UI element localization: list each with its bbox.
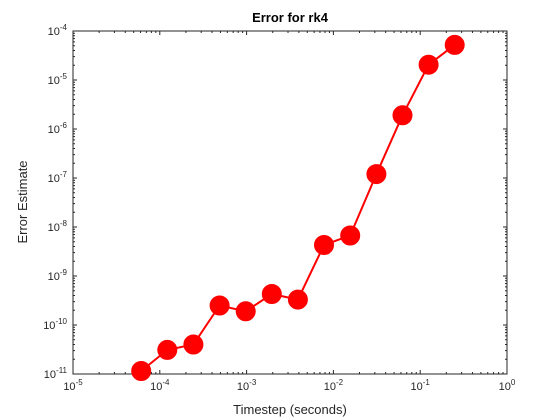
- y-tick-label: 10-10: [43, 317, 67, 332]
- data-point-marker: [444, 34, 465, 55]
- y-tick-label: 10-5: [48, 72, 68, 87]
- x-axis-label: Timestep (seconds): [233, 402, 347, 417]
- data-point-marker: [157, 339, 178, 360]
- x-tick-label: 10-5: [63, 378, 83, 393]
- axes-frame: [72, 30, 508, 375]
- data-point-marker: [392, 105, 413, 126]
- plot-area: [73, 31, 507, 374]
- data-point-marker: [131, 361, 152, 381]
- data-point-marker: [235, 301, 256, 322]
- x-tick-label: 10-4: [150, 378, 170, 393]
- y-tick-label: 10-6: [48, 121, 68, 136]
- x-tick-label: 100: [499, 378, 516, 393]
- data-point-marker: [418, 54, 439, 75]
- y-axis-ticks: 10-11 10-10 10-9 10-8 10-7 10-6 10-5 10-4: [43, 23, 507, 381]
- data-point-marker: [261, 284, 282, 304]
- y-tick-label: 10-8: [48, 219, 68, 234]
- data-point-marker: [209, 295, 230, 316]
- x-tick-label: 10-3: [237, 378, 257, 393]
- y-axis-label: Error Estimate: [15, 160, 30, 243]
- y-tick-label: 10-11: [44, 366, 68, 381]
- x-tick-label: 10-2: [324, 378, 344, 393]
- data-point-marker: [287, 289, 308, 310]
- x-tick-label: 10-1: [411, 378, 431, 393]
- data-point-marker: [314, 235, 334, 255]
- data-point-marker: [340, 225, 361, 246]
- axes-box: [72, 30, 508, 375]
- y-tick-label: 10-4: [48, 23, 68, 38]
- y-tick-label: 10-7: [48, 170, 68, 185]
- data-point-marker: [366, 164, 387, 185]
- chart-title: Error for rk4: [252, 10, 329, 25]
- series-layer: [131, 34, 465, 381]
- data-point-marker: [183, 334, 204, 355]
- y-tick-label: 10-9: [48, 268, 68, 283]
